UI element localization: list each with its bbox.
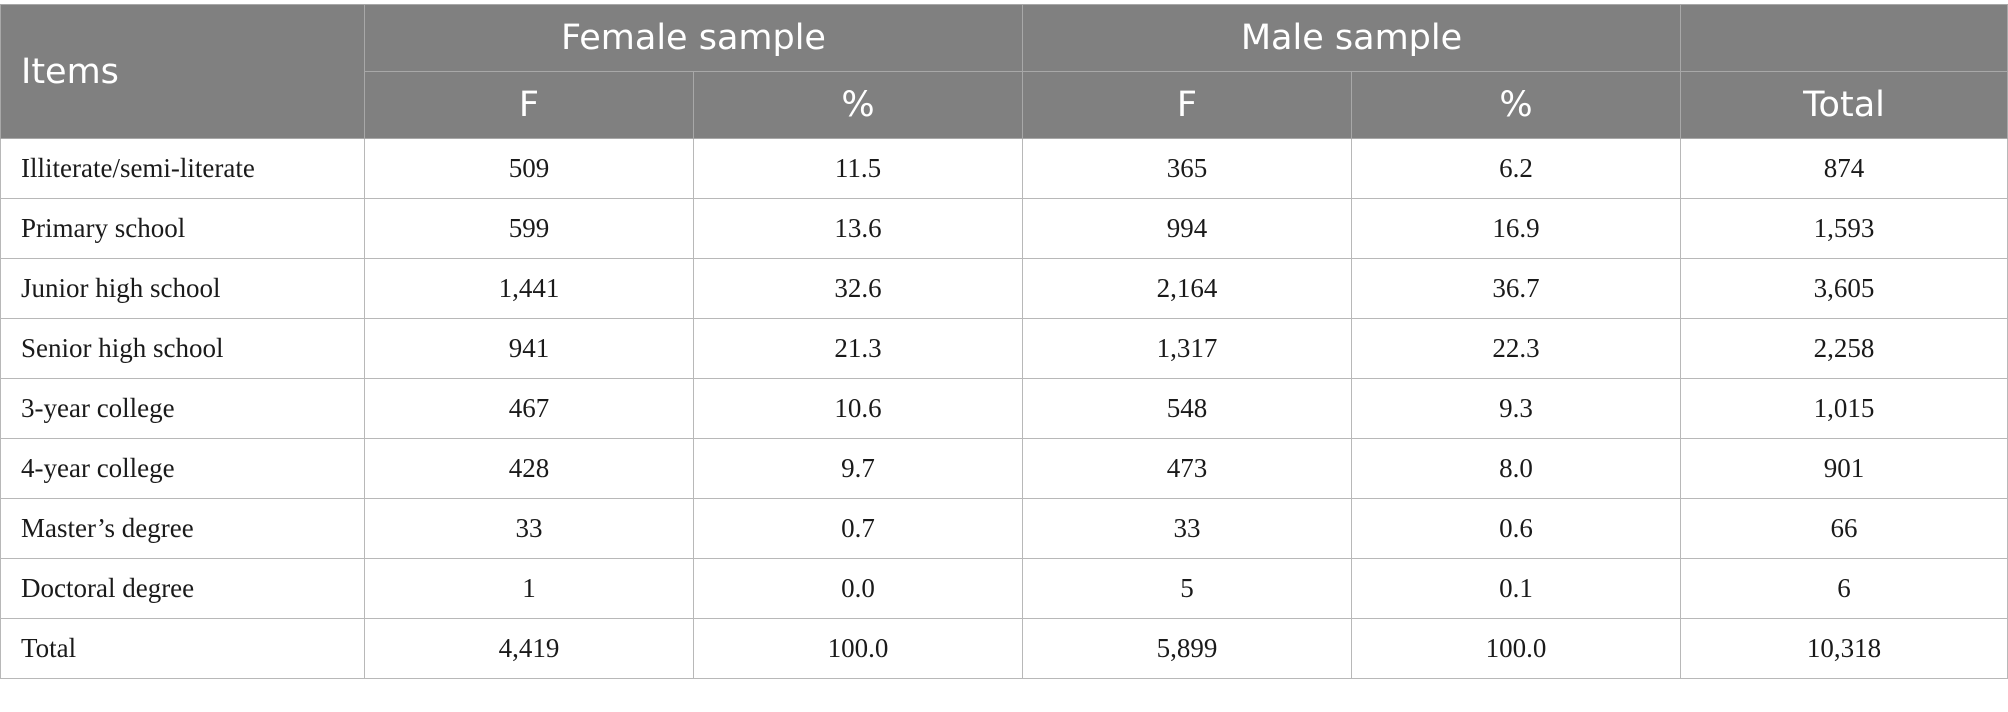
row-label: Illiterate/semi-literate: [0, 138, 365, 199]
row-label: Doctoral degree: [0, 558, 365, 619]
cell-female-f: 941: [364, 318, 694, 379]
row-label: 4-year college: [0, 438, 365, 499]
cell-female-f: 467: [364, 378, 694, 439]
header-female-f: F: [364, 71, 694, 139]
row-label: Master’s degree: [0, 498, 365, 559]
cell-total: 6: [1680, 558, 2008, 619]
cell-male-f: 5: [1022, 558, 1352, 619]
table-row: Senior high school 941 21.3 1,317 22.3 2…: [0, 318, 2008, 379]
cell-male-percent: 9.3: [1351, 378, 1681, 439]
cell-male-f: 2,164: [1022, 258, 1352, 319]
cell-total: 1,593: [1680, 198, 2008, 259]
cell-male-f: 994: [1022, 198, 1352, 259]
row-label: 3-year college: [0, 378, 365, 439]
header-male-percent: %: [1351, 71, 1681, 139]
cell-male-percent: 8.0: [1351, 438, 1681, 499]
table-row: Master’s degree 33 0.7 33 0.6 66: [0, 498, 2008, 559]
cell-total: 874: [1680, 138, 2008, 199]
table-row: 3-year college 467 10.6 548 9.3 1,015: [0, 378, 2008, 439]
cell-female-percent: 21.3: [693, 318, 1023, 379]
cell-total: 901: [1680, 438, 2008, 499]
cell-female-percent: 0.0: [693, 558, 1023, 619]
header-female-sample: Female sample: [364, 4, 1023, 72]
table-header: Items Female sample Male sample F % F % …: [0, 4, 2008, 139]
cell-male-f: 548: [1022, 378, 1352, 439]
cell-female-percent: 13.6: [693, 198, 1023, 259]
cell-male-f: 365: [1022, 138, 1352, 199]
header-male-f: F: [1022, 71, 1352, 139]
cell-male-f: 5,899: [1022, 618, 1352, 679]
table-row: Junior high school 1,441 32.6 2,164 36.7…: [0, 258, 2008, 319]
cell-male-percent: 0.1: [1351, 558, 1681, 619]
education-table: Items Female sample Male sample F % F % …: [0, 4, 2008, 679]
cell-male-percent: 0.6: [1351, 498, 1681, 559]
cell-female-f: 4,419: [364, 618, 694, 679]
table-row: Illiterate/semi-literate 509 11.5 365 6.…: [0, 138, 2008, 199]
cell-male-percent: 100.0: [1351, 618, 1681, 679]
cell-total: 1,015: [1680, 378, 2008, 439]
header-row-groups: Items Female sample Male sample: [0, 4, 2008, 139]
cell-female-f: 33: [364, 498, 694, 559]
cell-total: 10,318: [1680, 618, 2008, 679]
cell-male-f: 33: [1022, 498, 1352, 559]
cell-male-f: 473: [1022, 438, 1352, 499]
header-items: Items: [0, 4, 365, 139]
cell-male-percent: 16.9: [1351, 198, 1681, 259]
table-row: 4-year college 428 9.7 473 8.0 901: [0, 438, 2008, 499]
cell-female-f: 1: [364, 558, 694, 619]
cell-male-percent: 22.3: [1351, 318, 1681, 379]
cell-female-f: 1,441: [364, 258, 694, 319]
cell-male-f: 1,317: [1022, 318, 1352, 379]
header-total: Total: [1680, 71, 2008, 139]
row-label: Senior high school: [0, 318, 365, 379]
table-row: Primary school 599 13.6 994 16.9 1,593: [0, 198, 2008, 259]
table-body: Illiterate/semi-literate 509 11.5 365 6.…: [0, 138, 2008, 679]
cell-female-percent: 0.7: [693, 498, 1023, 559]
cell-male-percent: 6.2: [1351, 138, 1681, 199]
cell-total: 66: [1680, 498, 2008, 559]
row-label: Total: [0, 618, 365, 679]
cell-male-percent: 36.7: [1351, 258, 1681, 319]
cell-female-f: 428: [364, 438, 694, 499]
cell-female-f: 509: [364, 138, 694, 199]
row-label: Junior high school: [0, 258, 365, 319]
cell-female-percent: 32.6: [693, 258, 1023, 319]
cell-female-percent: 100.0: [693, 618, 1023, 679]
table-row: Doctoral degree 1 0.0 5 0.1 6: [0, 558, 2008, 619]
header-row-subcolumns: F % F % Total: [1, 71, 2008, 139]
header-blank: [1680, 4, 2008, 72]
header-female-percent: %: [693, 71, 1023, 139]
education-table-container: Items Female sample Male sample F % F % …: [0, 4, 2008, 679]
cell-total: 2,258: [1680, 318, 2008, 379]
cell-female-percent: 10.6: [693, 378, 1023, 439]
cell-total: 3,605: [1680, 258, 2008, 319]
cell-female-f: 599: [364, 198, 694, 259]
cell-female-percent: 11.5: [693, 138, 1023, 199]
cell-female-percent: 9.7: [693, 438, 1023, 499]
table-row-total: Total 4,419 100.0 5,899 100.0 10,318: [0, 618, 2008, 679]
row-label: Primary school: [0, 198, 365, 259]
header-male-sample: Male sample: [1022, 4, 1681, 72]
